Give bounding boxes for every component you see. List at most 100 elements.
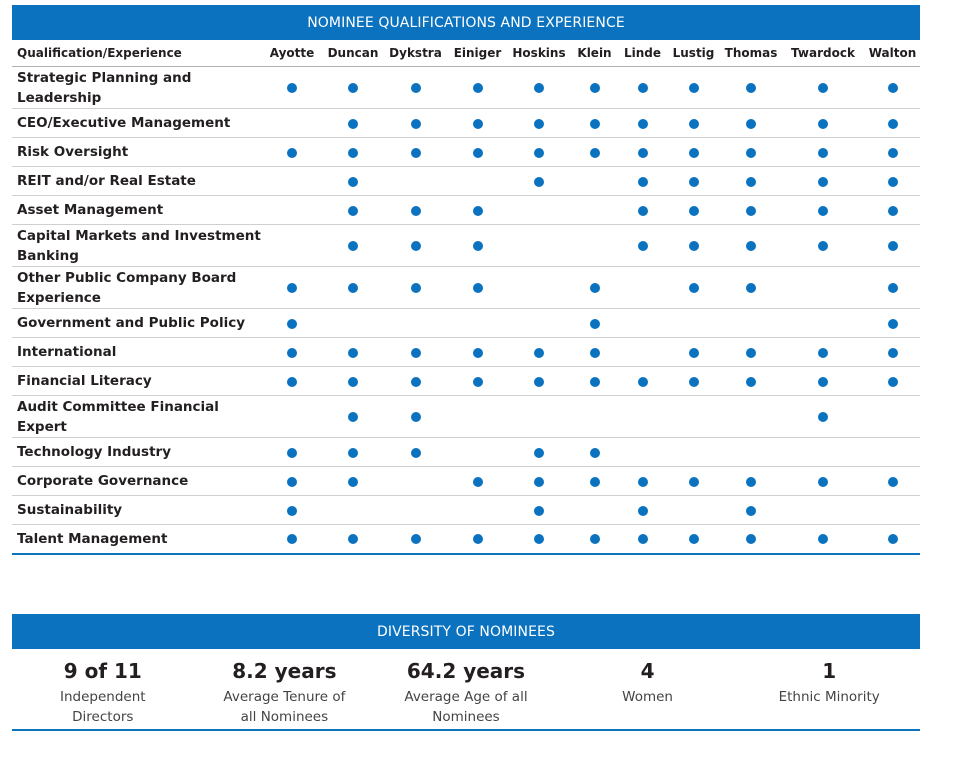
nominee-header: Duncan	[327, 46, 379, 60]
matrix-cell	[322, 196, 384, 225]
qualification-dot	[746, 347, 756, 358]
matrix-cell	[619, 138, 666, 167]
nominee-header: Linde	[623, 46, 662, 60]
qualification-dot	[410, 347, 421, 358]
matrix-cell	[384, 267, 447, 309]
qualification-dot	[818, 83, 828, 93]
stat-label: Ethnic Minority	[778, 689, 880, 705]
qualification-dot	[887, 283, 898, 293]
matrix-cell	[570, 167, 619, 196]
qualification-dot	[637, 118, 648, 129]
matrix-cell	[721, 138, 781, 167]
stat-value: 8.2 years	[232, 659, 337, 683]
matrix-cell	[781, 525, 865, 554]
qualification-dot	[818, 476, 828, 487]
qualification-dot	[348, 447, 358, 458]
matrix-cell	[570, 467, 619, 496]
qualification-dot	[818, 241, 828, 251]
qualification-dot	[589, 318, 600, 329]
qualification-dot	[287, 347, 297, 358]
matrix-cell	[262, 109, 322, 138]
qualification-dot	[348, 118, 358, 129]
matrix-cell	[865, 496, 920, 525]
qualification-dot	[410, 283, 421, 293]
qualification-row: Sustainability	[12, 496, 920, 525]
matrix-cell	[447, 438, 508, 467]
qualification-dot	[746, 534, 756, 545]
matrix-cell	[721, 396, 781, 438]
qualification-dot	[746, 147, 756, 158]
qualification-row: REIT and/or Real Estate	[12, 167, 920, 196]
matrix-cell	[865, 267, 920, 309]
qualification-dot	[887, 147, 898, 158]
matrix-cell	[447, 67, 508, 109]
nominee-header: Einiger	[453, 46, 502, 60]
matrix-cell	[666, 196, 721, 225]
matrix-cell	[262, 67, 322, 109]
matrix-cell	[570, 338, 619, 367]
qualification-dot	[589, 118, 600, 129]
qualification-row: Strategic Planning and Leadership	[12, 67, 920, 109]
matrix-cell	[384, 196, 447, 225]
matrix-cell	[865, 367, 920, 396]
qualification-dot	[348, 534, 358, 545]
matrix-cell	[508, 196, 570, 225]
matrix-cell	[508, 496, 570, 525]
matrix-cell	[508, 525, 570, 554]
matrix-cell	[322, 525, 384, 554]
qualification-dot	[534, 83, 544, 93]
matrix-cell	[570, 196, 619, 225]
qualification-dot	[589, 83, 600, 93]
matrix-cell	[508, 467, 570, 496]
matrix-cell	[322, 67, 384, 109]
matrix-cell	[666, 367, 721, 396]
matrix-cell	[262, 138, 322, 167]
qualification-dot	[746, 505, 756, 516]
stat-label: Average Age of all Nominees	[404, 689, 528, 725]
matrix-cell	[322, 138, 384, 167]
qualification-dot	[637, 205, 648, 216]
matrix-cell	[384, 167, 447, 196]
diversity-stats: 9 of 11 Independent Directors 8.2 years …	[12, 649, 920, 731]
matrix-cell	[262, 309, 322, 338]
matrix-cell	[570, 138, 619, 167]
matrix-cell	[322, 438, 384, 467]
matrix-cell	[781, 438, 865, 467]
qualification-dot	[410, 376, 421, 387]
qualification-dot	[472, 83, 483, 93]
matrix-cell	[570, 367, 619, 396]
qualification-dot	[887, 476, 898, 487]
matrix-cell	[262, 338, 322, 367]
qualification-dot	[287, 147, 297, 158]
diversity-title: DIVERSITY OF NOMINEES	[376, 623, 555, 640]
matrix-cell	[619, 196, 666, 225]
qualification-dot	[637, 83, 648, 93]
nominee-header: Hoskins	[512, 46, 566, 60]
qualification-dot	[746, 118, 756, 129]
matrix-cell	[721, 109, 781, 138]
qualification-dot	[472, 283, 483, 293]
qualification-column-header: Qualification/Experience	[17, 46, 182, 60]
matrix-cell	[447, 338, 508, 367]
matrix-body: Strategic Planning and Leadership CEO/Exe…	[12, 67, 920, 554]
stat-label: Women	[622, 689, 673, 705]
matrix-cell	[570, 396, 619, 438]
qualification-label: Capital Markets and Investment Banking	[17, 227, 261, 264]
matrix-cell	[721, 167, 781, 196]
matrix-cell	[570, 67, 619, 109]
matrix-cell	[781, 167, 865, 196]
qualification-row: Asset Management	[12, 196, 920, 225]
qualification-label: Sustainability	[17, 502, 123, 518]
qualification-dot	[637, 505, 648, 516]
matrix-cell	[865, 138, 920, 167]
matrix-cell	[865, 338, 920, 367]
qualification-dot	[589, 347, 600, 358]
qualification-dot	[688, 283, 699, 293]
qualification-dot	[472, 534, 483, 545]
qualification-dot	[348, 241, 358, 251]
matrix-cell	[721, 225, 781, 267]
matrix-cell	[781, 225, 865, 267]
matrix-cell	[619, 367, 666, 396]
qualification-row: Audit Committee Financial Expert	[12, 396, 920, 438]
qualification-dot	[410, 241, 421, 251]
